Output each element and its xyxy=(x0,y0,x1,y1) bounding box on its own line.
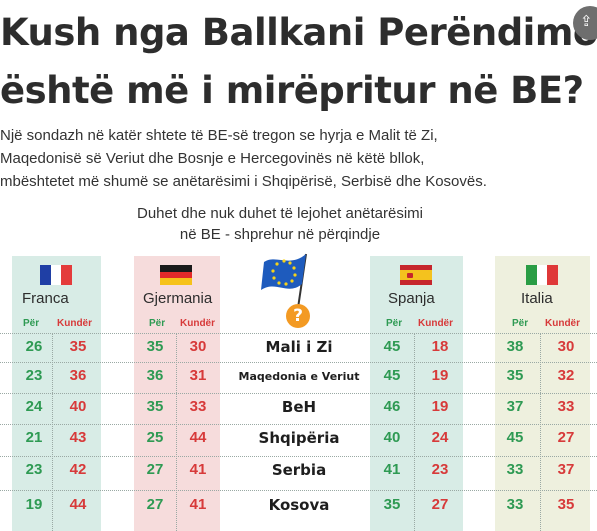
for-value: 33 xyxy=(506,496,524,513)
against-header-de: Kundër xyxy=(180,318,215,329)
row-label: BeH xyxy=(281,398,317,416)
for-value: 41 xyxy=(383,461,401,478)
against-value: 30 xyxy=(189,338,207,355)
row-divider xyxy=(0,424,597,425)
row-divider xyxy=(0,456,597,457)
country-label-de: Gjermania xyxy=(143,290,213,307)
germany-flag-icon xyxy=(160,265,192,286)
country-label-fr: Franca xyxy=(22,290,69,307)
for-value: 35 xyxy=(383,496,401,513)
against-value: 32 xyxy=(557,367,575,384)
for-header-es: Për xyxy=(386,318,403,329)
against-value: 43 xyxy=(69,429,87,446)
against-value: 18 xyxy=(431,338,449,355)
country-label-it: Italia xyxy=(521,290,553,307)
for-header-fr: Për xyxy=(23,318,40,329)
against-value: 31 xyxy=(189,367,207,384)
for-value: 37 xyxy=(506,398,524,415)
for-value: 36 xyxy=(146,367,164,384)
against-value: 41 xyxy=(189,461,207,478)
eu-flag-icon xyxy=(261,253,307,309)
france-flag-icon xyxy=(40,265,73,285)
row-label: Maqedonia e Veriut xyxy=(238,370,360,383)
row-label: Kosova xyxy=(268,496,330,514)
for-value: 40 xyxy=(383,429,401,446)
against-value: 37 xyxy=(557,461,575,478)
against-header-fr: Kundër xyxy=(57,318,92,329)
for-value: 46 xyxy=(383,398,401,415)
against-value: 27 xyxy=(557,429,575,446)
question-mark-icon: ? xyxy=(286,304,310,328)
against-value: 24 xyxy=(431,429,449,446)
row-divider xyxy=(0,362,597,363)
row-divider xyxy=(0,393,597,394)
for-value: 21 xyxy=(25,429,43,446)
for-value: 45 xyxy=(383,338,401,355)
against-value: 36 xyxy=(69,367,87,384)
for-value: 24 xyxy=(25,398,43,415)
table-heading-line-1: Duhet dhe nuk duhet të lejohet anëtarësi… xyxy=(136,205,424,222)
for-value: 23 xyxy=(25,461,43,478)
page-title: Kush nga Ballkani Perëndimor është më i … xyxy=(0,4,597,120)
against-value: 19 xyxy=(431,398,449,415)
title-line-2: është më i mirëpritur në BE? xyxy=(0,69,584,112)
for-value: 19 xyxy=(25,496,43,513)
table-heading-line-2: në BE - shprehur në përqindje xyxy=(179,226,381,243)
for-value: 38 xyxy=(506,338,524,355)
for-value: 45 xyxy=(506,429,524,446)
for-value: 33 xyxy=(506,461,524,478)
for-value: 25 xyxy=(146,429,164,446)
for-header-it: Për xyxy=(512,318,529,329)
against-value: 27 xyxy=(431,496,449,513)
against-header-es: Kundër xyxy=(418,318,453,329)
against-value: 30 xyxy=(557,338,575,355)
against-value: 44 xyxy=(189,429,207,446)
for-value: 45 xyxy=(383,367,401,384)
column-divider xyxy=(540,334,541,531)
title-line-1: Kush nga Ballkani Perëndimor xyxy=(0,11,597,54)
against-value: 40 xyxy=(69,398,87,415)
for-value: 35 xyxy=(506,367,524,384)
table-heading: Duhet dhe nuk duhet të lejohet anëtarësi… xyxy=(90,203,470,245)
spain-flag-icon xyxy=(400,265,432,285)
for-value: 35 xyxy=(146,398,164,415)
against-value: 23 xyxy=(431,461,449,478)
italy-flag-icon xyxy=(526,265,559,285)
for-value: 23 xyxy=(25,367,43,384)
for-header-de: Për xyxy=(149,318,166,329)
against-value: 35 xyxy=(557,496,575,513)
intro-line-1: Një sondazh në katër shtete të BE-së tre… xyxy=(0,127,438,144)
intro-line-2: Maqedonisë së Veriut dhe Bosnje e Herceg… xyxy=(0,150,425,167)
against-value: 41 xyxy=(189,496,207,513)
row-label: Serbia xyxy=(271,461,327,479)
against-value: 33 xyxy=(189,398,207,415)
for-value: 35 xyxy=(146,338,164,355)
share-icon[interactable]: ⇪ xyxy=(573,6,597,40)
column-divider xyxy=(414,334,415,531)
country-label-es: Spanja xyxy=(388,290,435,307)
against-header-it: Kundër xyxy=(545,318,580,329)
column-divider xyxy=(52,334,53,531)
against-value: 42 xyxy=(69,461,87,478)
for-value: 26 xyxy=(25,338,43,355)
against-value: 19 xyxy=(431,367,449,384)
for-value: 27 xyxy=(146,496,164,513)
intro-text: Një sondazh në katër shtete të BE-së tre… xyxy=(0,124,597,193)
row-divider xyxy=(0,333,597,334)
row-divider xyxy=(0,490,597,491)
row-label: Mali i Zi xyxy=(265,338,333,356)
row-label: Shqipëria xyxy=(258,429,340,447)
against-value: 44 xyxy=(69,496,87,513)
intro-line-3: mbështetet më shumë se anëtarësimi i Shq… xyxy=(0,173,487,190)
against-value: 35 xyxy=(69,338,87,355)
against-value: 33 xyxy=(557,398,575,415)
column-divider xyxy=(176,334,177,531)
for-value: 27 xyxy=(146,461,164,478)
